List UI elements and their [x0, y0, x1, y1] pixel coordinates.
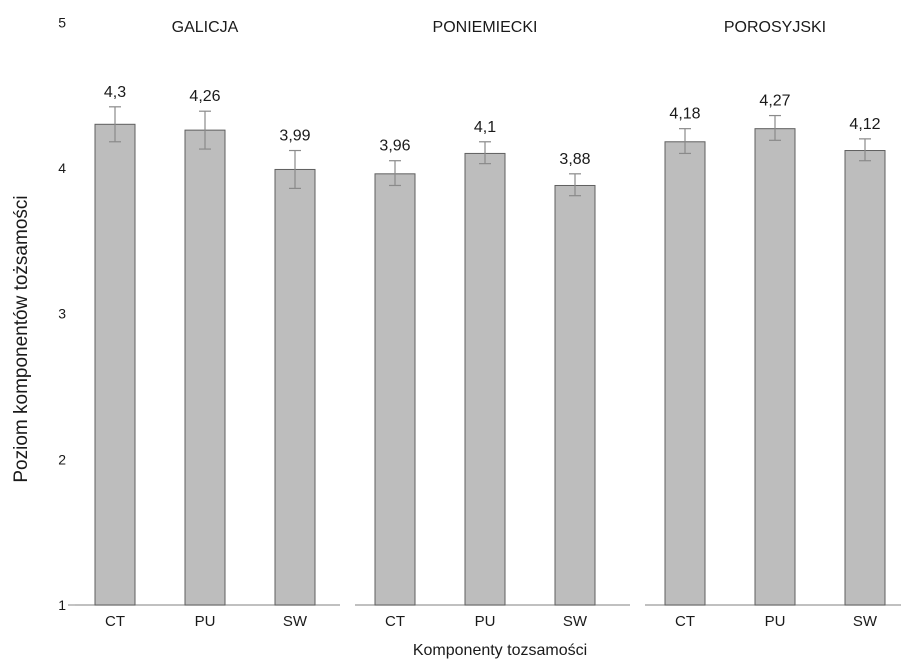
bar [274, 168, 316, 606]
y-tick-label: 2 [58, 451, 66, 467]
panel-title: POROSYJSKI [724, 19, 826, 36]
error-bar [289, 149, 301, 189]
error-bar [109, 106, 121, 143]
y-tick-label: 5 [58, 14, 66, 30]
error-bar [479, 141, 491, 165]
bar [374, 173, 416, 606]
chart-panels: GALICJA 4,3 CT 4,26 PU 3,99 SW PONIEMIECKI 3,96 C… [75, 19, 901, 630]
bar [464, 152, 506, 606]
x-tick-label: PU [195, 613, 216, 630]
x-tick-label: CT [385, 613, 405, 630]
error-bar [679, 128, 691, 155]
data-label: 3,99 [279, 128, 310, 145]
panel-poniemiecki: PONIEMIECKI 3,96 CT 4,1 PU 3,88 SW [355, 19, 630, 630]
panel-title: PONIEMIECKI [433, 19, 538, 36]
bar [844, 150, 886, 606]
x-tick-label: CT [675, 613, 695, 630]
error-bar [769, 114, 781, 141]
error-bar [199, 110, 211, 150]
y-tick-label: 3 [58, 306, 66, 322]
x-tick-label: CT [105, 613, 125, 630]
data-label: 4,3 [104, 84, 126, 101]
error-bar [569, 173, 581, 197]
data-label: 3,88 [559, 151, 590, 168]
bar [554, 184, 596, 606]
bar [754, 128, 796, 606]
data-label: 4,18 [669, 106, 700, 123]
data-label: 3,96 [379, 138, 410, 155]
x-tick-label: SW [853, 613, 878, 630]
data-label: 4,1 [474, 119, 496, 136]
data-label: 4,12 [849, 116, 880, 133]
x-tick-label: PU [765, 613, 786, 630]
data-label: 4,27 [759, 93, 790, 110]
panel-title: GALICJA [172, 19, 239, 36]
x-tick-label: PU [475, 613, 496, 630]
y-tick-label: 4 [58, 160, 66, 176]
panel-porosyjski: POROSYJSKI 4,18 CT 4,27 PU 4,12 SW [645, 19, 901, 630]
y-tick-label: 1 [58, 597, 66, 613]
bar [664, 141, 706, 606]
bar [184, 129, 226, 606]
x-tick-label: SW [563, 613, 588, 630]
x-axis-label: Komponenty tozsamości [413, 642, 587, 659]
error-bar [859, 138, 871, 162]
x-tick-label: SW [283, 613, 308, 630]
y-axis: 1 2 3 4 5 [58, 14, 75, 613]
panel-galicja: GALICJA 4,3 CT 4,26 PU 3,99 SW [75, 19, 340, 630]
bar [94, 123, 136, 606]
error-bar [389, 160, 401, 187]
data-label: 4,26 [189, 88, 220, 105]
y-axis-label: Poziom komponentów tożsamości [11, 195, 32, 482]
